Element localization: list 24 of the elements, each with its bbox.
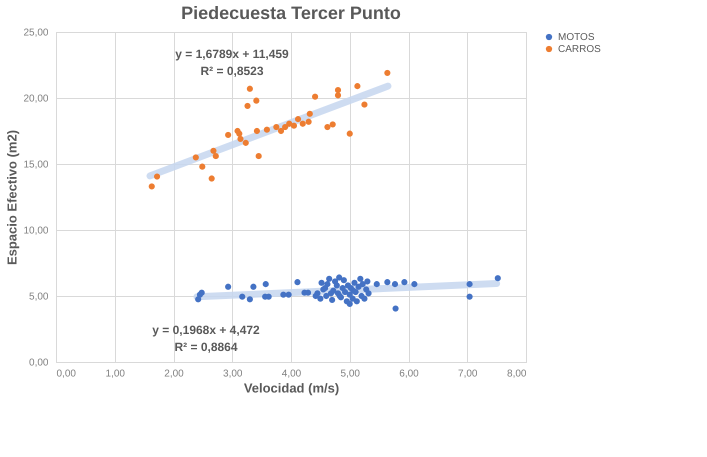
y-tick-label: 20,00 <box>23 94 49 104</box>
x-tick-label: 7,00 <box>458 368 478 380</box>
y-tick-label: 25,00 <box>23 28 49 38</box>
x-tick-label: 1,00 <box>106 368 126 380</box>
x-tick-label: 5,00 <box>340 368 360 380</box>
y-tick-label: 10,00 <box>23 226 49 236</box>
annotation: R² = 0,8864 <box>174 340 238 354</box>
y-tick-label: 5,00 <box>29 292 49 302</box>
x-tick-label: 4,00 <box>282 368 302 380</box>
x-tick-label: 6,00 <box>399 368 420 380</box>
y-tick-label: 0,00 <box>29 358 49 368</box>
legend-label: MOTOS <box>558 32 595 43</box>
y-axis-title: Espacio Efectivo (m2) <box>4 130 20 266</box>
x-tick-label: 0,00 <box>56 368 76 380</box>
x-tick-label: 2,00 <box>164 368 184 380</box>
x-tick-label: 8,00 <box>507 368 527 380</box>
x-axis-title: Velocidad (m/s) <box>244 380 340 396</box>
annotation: y = 0,1968x + 4,472 <box>152 323 260 337</box>
legend-label: CARROS <box>558 44 602 55</box>
chart-title: Piedecuesta Tercer Punto <box>181 3 401 23</box>
y-tick-label: 15,00 <box>23 160 49 170</box>
annotation: y = 1,6789x + 11,459 <box>175 47 290 61</box>
annotation: R² = 0,8523 <box>200 64 264 78</box>
x-tick-label: 3,00 <box>223 368 243 380</box>
